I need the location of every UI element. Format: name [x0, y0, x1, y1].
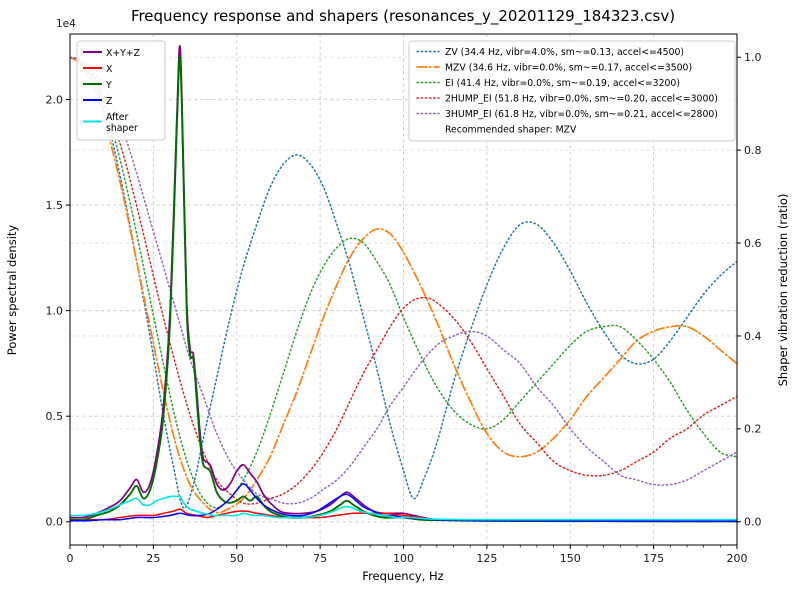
legend-label: X — [106, 64, 113, 75]
legend-recommended-note: Recommended shaper: MZV — [445, 125, 577, 136]
legend-entry-zv: ZV (34.4 Hz, vibr=4.0%, sm~=0.13, accel<… — [416, 47, 684, 58]
series-shaper-ei — [70, 56, 737, 509]
x-tick-label: 0 — [67, 552, 74, 565]
y-left-tick-label: 0.0 — [46, 516, 64, 529]
x-tick-label: 75 — [313, 552, 327, 565]
y-right-tick-label: 1.0 — [744, 51, 762, 64]
series-shaper-zv — [70, 56, 737, 509]
legend-label: shaper — [106, 123, 138, 134]
legend-label: X+Y+Z — [106, 48, 140, 59]
legend-entry-ei: EI (41.4 Hz, vibr=0.0%, sm~=0.19, accel<… — [416, 78, 680, 89]
x-tick-label: 175 — [643, 552, 664, 565]
series-psd-after-shaper — [70, 495, 737, 521]
chart-title: Frequency response and shapers (resonanc… — [131, 7, 675, 26]
y-axis-label-right: Shaper vibration reduction (ratio) — [776, 194, 790, 387]
y-axis-label-left: Power spectral density — [5, 225, 19, 356]
y-axis-offset-label: 1e4 — [56, 18, 76, 30]
x-tick-label: 25 — [146, 552, 160, 565]
legend-shapers-box — [408, 40, 736, 142]
y-right-tick-label: 0.6 — [744, 237, 762, 250]
legend-label: ZV (34.4 Hz, vibr=4.0%, sm~=0.13, accel<… — [445, 47, 684, 58]
y-left-tick-label: 2.0 — [46, 93, 64, 106]
y-right-tick-label: 0.0 — [744, 516, 762, 529]
series-layer — [70, 45, 737, 523]
legend-entry-2hump_ei: 2HUMP_EI (51.8 Hz, vibr=0.0%, sm~=0.20, … — [416, 94, 718, 105]
legend-entry-3hump_ei: 3HUMP_EI (61.8 Hz, vibr=0.0%, sm~=0.21, … — [416, 109, 718, 120]
legend-entry-z: Z — [83, 96, 112, 107]
series-shaper-2hump_ei — [70, 56, 737, 505]
y-left-tick-label: 1.0 — [46, 304, 64, 317]
chart-generated-layer: 0 25 50 75 100 125 150 175 200 0.0 0.5 1.0 1.5 2.0 0.0… — [46, 33, 762, 565]
legend-entry-x-y-z: X+Y+Z — [83, 48, 140, 59]
x-axis-label: Frequency, Hz — [362, 569, 443, 583]
y-right-tick-label: 0.2 — [744, 423, 762, 436]
x-tick-label: 150 — [560, 552, 581, 565]
legend-label: After — [106, 112, 129, 123]
legend-entry-y: Y — [83, 80, 112, 91]
legend-label: MZV (34.6 Hz, vibr=0.0%, sm~=0.17, accel… — [445, 63, 692, 74]
series-shaper-mzv — [70, 56, 737, 514]
y-right-tick-label: 0.8 — [744, 144, 762, 157]
legend-entry-mzv: MZV (34.6 Hz, vibr=0.0%, sm~=0.17, accel… — [416, 63, 692, 74]
legend-label: EI (41.4 Hz, vibr=0.0%, sm~=0.19, accel<… — [445, 78, 680, 89]
legend-label: 2HUMP_EI (51.8 Hz, vibr=0.0%, sm~=0.20, … — [445, 94, 718, 105]
x-tick-label: 125 — [476, 552, 497, 565]
legend-entry-x: X — [83, 64, 113, 75]
legend-label: Y — [105, 80, 112, 91]
legend-psd-box — [76, 40, 166, 141]
y-left-tick-label: 1.5 — [46, 199, 64, 212]
x-tick-label: 100 — [393, 552, 414, 565]
legend-label: 3HUMP_EI (61.8 Hz, vibr=0.0%, sm~=0.21, … — [445, 109, 718, 120]
x-tick-label: 200 — [727, 552, 748, 565]
y-left-tick-label: 0.5 — [46, 410, 64, 423]
legend-label: Z — [106, 96, 112, 107]
y-right-tick-label: 0.4 — [744, 330, 762, 343]
x-tick-label: 50 — [230, 552, 244, 565]
